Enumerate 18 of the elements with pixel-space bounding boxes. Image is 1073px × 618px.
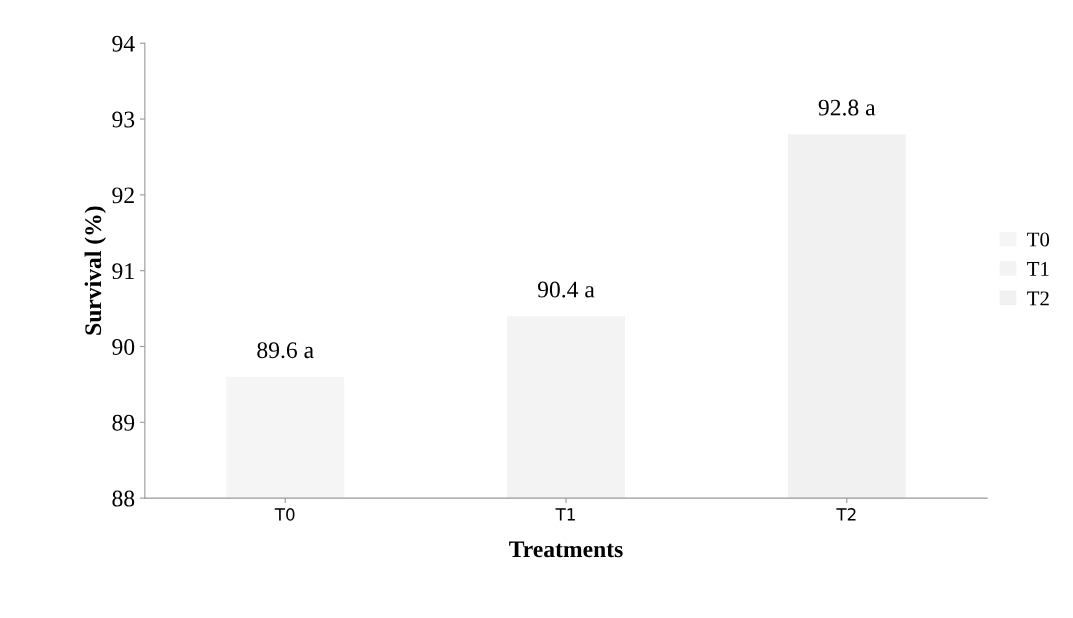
- y-axis-title: Survival (%): [84, 206, 106, 335]
- legend-label: T1: [1027, 262, 1049, 276]
- legend-label: T0: [1027, 232, 1050, 247]
- x-axis-title: Treatments: [509, 541, 623, 558]
- data-label: 90.4 a: [537, 281, 595, 298]
- y-tick-label: 90: [112, 338, 135, 355]
- data-label: 92.8 a: [818, 99, 876, 116]
- data-label: 89.6 a: [257, 342, 314, 359]
- y-tick-label: 88: [112, 490, 135, 507]
- x-tick-label: T1: [555, 508, 575, 521]
- x-tick-label: T2: [836, 508, 856, 521]
- y-tick-label: 89: [112, 414, 135, 431]
- y-tick-label: 91: [112, 263, 134, 280]
- legend-label: T2: [1027, 291, 1049, 306]
- y-tick-label: 94: [112, 35, 135, 52]
- x-tick-label: T0: [274, 508, 295, 521]
- y-tick-label: 93: [112, 111, 135, 128]
- y-tick-label: 92: [112, 187, 134, 204]
